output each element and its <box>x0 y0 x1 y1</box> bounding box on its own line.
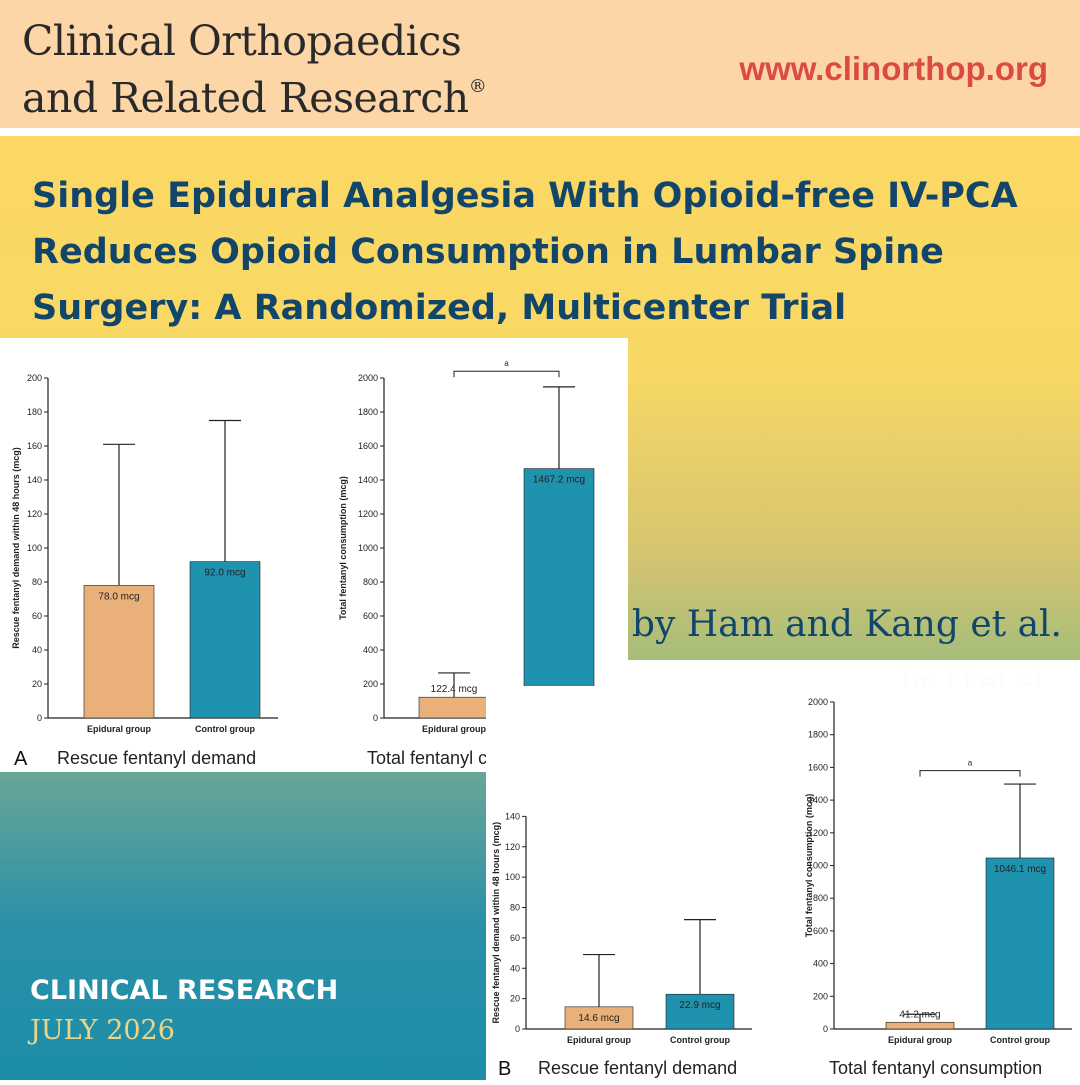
y-tick-label: 80 <box>510 903 520 913</box>
journal-name: Clinical Orthopaedics and Related Resear… <box>22 17 487 122</box>
y-tick-label: 1600 <box>358 441 378 451</box>
journal-name-line2: and Related Research® <box>22 64 487 122</box>
x-category-label: Control group <box>990 1035 1050 1045</box>
y-tick-label: 0 <box>823 1024 828 1034</box>
y-tick-label: 1600 <box>808 762 828 772</box>
x-category-label: Epidural group <box>87 724 152 734</box>
y-tick-label: 600 <box>813 926 828 936</box>
y-tick-label: 600 <box>363 611 378 621</box>
bar-epidural <box>418 696 490 719</box>
y-tick-label: 100 <box>505 872 520 882</box>
bar-control <box>665 993 735 1030</box>
bar-value-label: 78.0 mcg <box>98 591 139 602</box>
y-tick-label: 160 <box>27 441 42 451</box>
y-tick-label: 800 <box>363 577 378 587</box>
panel-a-caption-rescue: Rescue fentanyl demand <box>57 748 256 768</box>
y-tick-label: 100 <box>27 543 42 553</box>
y-tick-label: 2000 <box>808 697 828 707</box>
y-tick-label: 1400 <box>808 795 828 805</box>
chart-a-rescue: 0 20 40 60 80 100 120 140 160 180 200 Rescue fentan… <box>11 373 278 734</box>
x-category-label: Epidural group <box>888 1035 953 1045</box>
y-tick-label: 800 <box>813 893 828 903</box>
panel-b-label: B <box>498 1058 511 1080</box>
bar-epidural <box>885 1021 955 1030</box>
y-tick-label: 120 <box>505 842 520 852</box>
registered-mark: ® <box>468 76 487 97</box>
y-axis-label: Rescue fentanyl demand within 48 hours (… <box>491 822 501 1024</box>
chart-a-total: 0 200 400 600 800 1000 1200 1400 1600 1800 2000 Tot… <box>338 359 612 734</box>
y-tick-label: 200 <box>363 679 378 689</box>
bar-epidural <box>83 585 155 719</box>
y-tick-label: 1000 <box>358 543 378 553</box>
journal-name-line2-text: and Related Research <box>22 74 469 122</box>
panel-a-label: A <box>14 748 28 770</box>
footer-teal-block <box>0 772 486 1080</box>
bar-value-label: 1046.1 mcg <box>994 864 1046 875</box>
section-label: CLINICAL RESEARCH <box>30 975 339 1006</box>
significance-bracket <box>453 370 560 378</box>
y-tick-label: 1200 <box>808 828 828 838</box>
bar-value-label: 1467.2 mcg <box>533 475 585 486</box>
bar-value-label: 92.0 mcg <box>204 568 245 579</box>
article-byline: by Ham and Kang et al. <box>631 604 1062 645</box>
figure-panel-b-svg: 0 20 40 60 80 100 120 140 Rescue fentanyl demand… <box>491 697 1072 1080</box>
journal-header: Clinical Orthopaedics and Related Resear… <box>0 0 1080 128</box>
y-tick-label: 140 <box>27 475 42 485</box>
panel-b-caption-rescue: Rescue fentanyl demand <box>538 1058 737 1078</box>
y-tick-label: 400 <box>813 959 828 969</box>
bar-value-label: 14.6 mcg <box>578 1013 619 1024</box>
y-tick-label: 40 <box>32 645 42 655</box>
figure-panel-b: 0 20 40 60 80 100 120 140 Rescue fentanyl demand… <box>486 686 1080 1080</box>
issue-date: JULY 2026 <box>30 1015 175 1046</box>
chart-b-rescue: 0 20 40 60 80 100 120 140 Rescue fentanyl demand… <box>491 811 752 1045</box>
website-link[interactable]: www.clinorthop.org <box>739 50 1048 87</box>
y-tick-label: 140 <box>505 811 520 821</box>
y-axis-label: Total fentanyl consumption (mcg) <box>804 794 814 938</box>
bar-value-label: 22.9 mcg <box>679 1000 720 1011</box>
journal-name-line1: Clinical Orthopaedics <box>22 17 462 65</box>
y-tick-label: 1000 <box>808 861 828 871</box>
bar-value-label: 122.4 mcg <box>431 684 478 695</box>
x-category-label: Epidural group <box>567 1035 632 1045</box>
y-tick-label: 0 <box>373 713 378 723</box>
y-tick-label: 120 <box>27 509 42 519</box>
y-axis-label: Total fentanyl consumption (mcg) <box>338 476 348 620</box>
significance-bracket <box>919 770 1021 777</box>
y-tick-label: 200 <box>813 991 828 1001</box>
bar-control <box>985 857 1055 1030</box>
y-axis-label: Rescue fentanyl demand within 48 hours (… <box>11 447 21 649</box>
x-category-label: Control group <box>195 724 255 734</box>
y-tick-label: 60 <box>32 611 42 621</box>
x-category-label: Control group <box>670 1035 730 1045</box>
y-tick-label: 1200 <box>358 509 378 519</box>
x-category-label: Epidural group <box>422 724 487 734</box>
bar-control <box>523 468 595 719</box>
y-tick-label: 2000 <box>358 373 378 383</box>
bar-value-label: 41.2 mcg <box>899 1009 940 1020</box>
y-tick-label: 180 <box>27 407 42 417</box>
y-tick-label: 20 <box>510 994 520 1004</box>
panel-b-caption-total: Total fentanyl consumption <box>829 1058 1042 1078</box>
y-tick-label: 1800 <box>358 407 378 417</box>
significance-label: a <box>968 759 973 768</box>
y-tick-label: 400 <box>363 645 378 655</box>
y-tick-label: 1400 <box>358 475 378 485</box>
figure-panel-a-svg: 0 20 40 60 80 100 120 140 160 180 200 Rescue fentan… <box>11 359 612 770</box>
chart-b-total: 0 200 400 600 800 1000 1200 1400 1600 1800 2000 Tot… <box>804 697 1072 1045</box>
y-tick-label: 200 <box>27 373 42 383</box>
y-tick-label: 40 <box>510 963 520 973</box>
article-title: Single Epidural Analgesia With Opioid-fr… <box>32 176 1018 328</box>
y-tick-label: 1800 <box>808 730 828 740</box>
y-tick-label: 80 <box>32 577 42 587</box>
y-tick-label: 60 <box>510 933 520 943</box>
bar-control <box>189 561 261 719</box>
significance-label: a <box>504 359 509 368</box>
y-tick-label: 0 <box>37 713 42 723</box>
y-tick-label: 20 <box>32 679 42 689</box>
y-tick-label: 0 <box>515 1024 520 1034</box>
bar-epidural <box>564 1006 634 1030</box>
